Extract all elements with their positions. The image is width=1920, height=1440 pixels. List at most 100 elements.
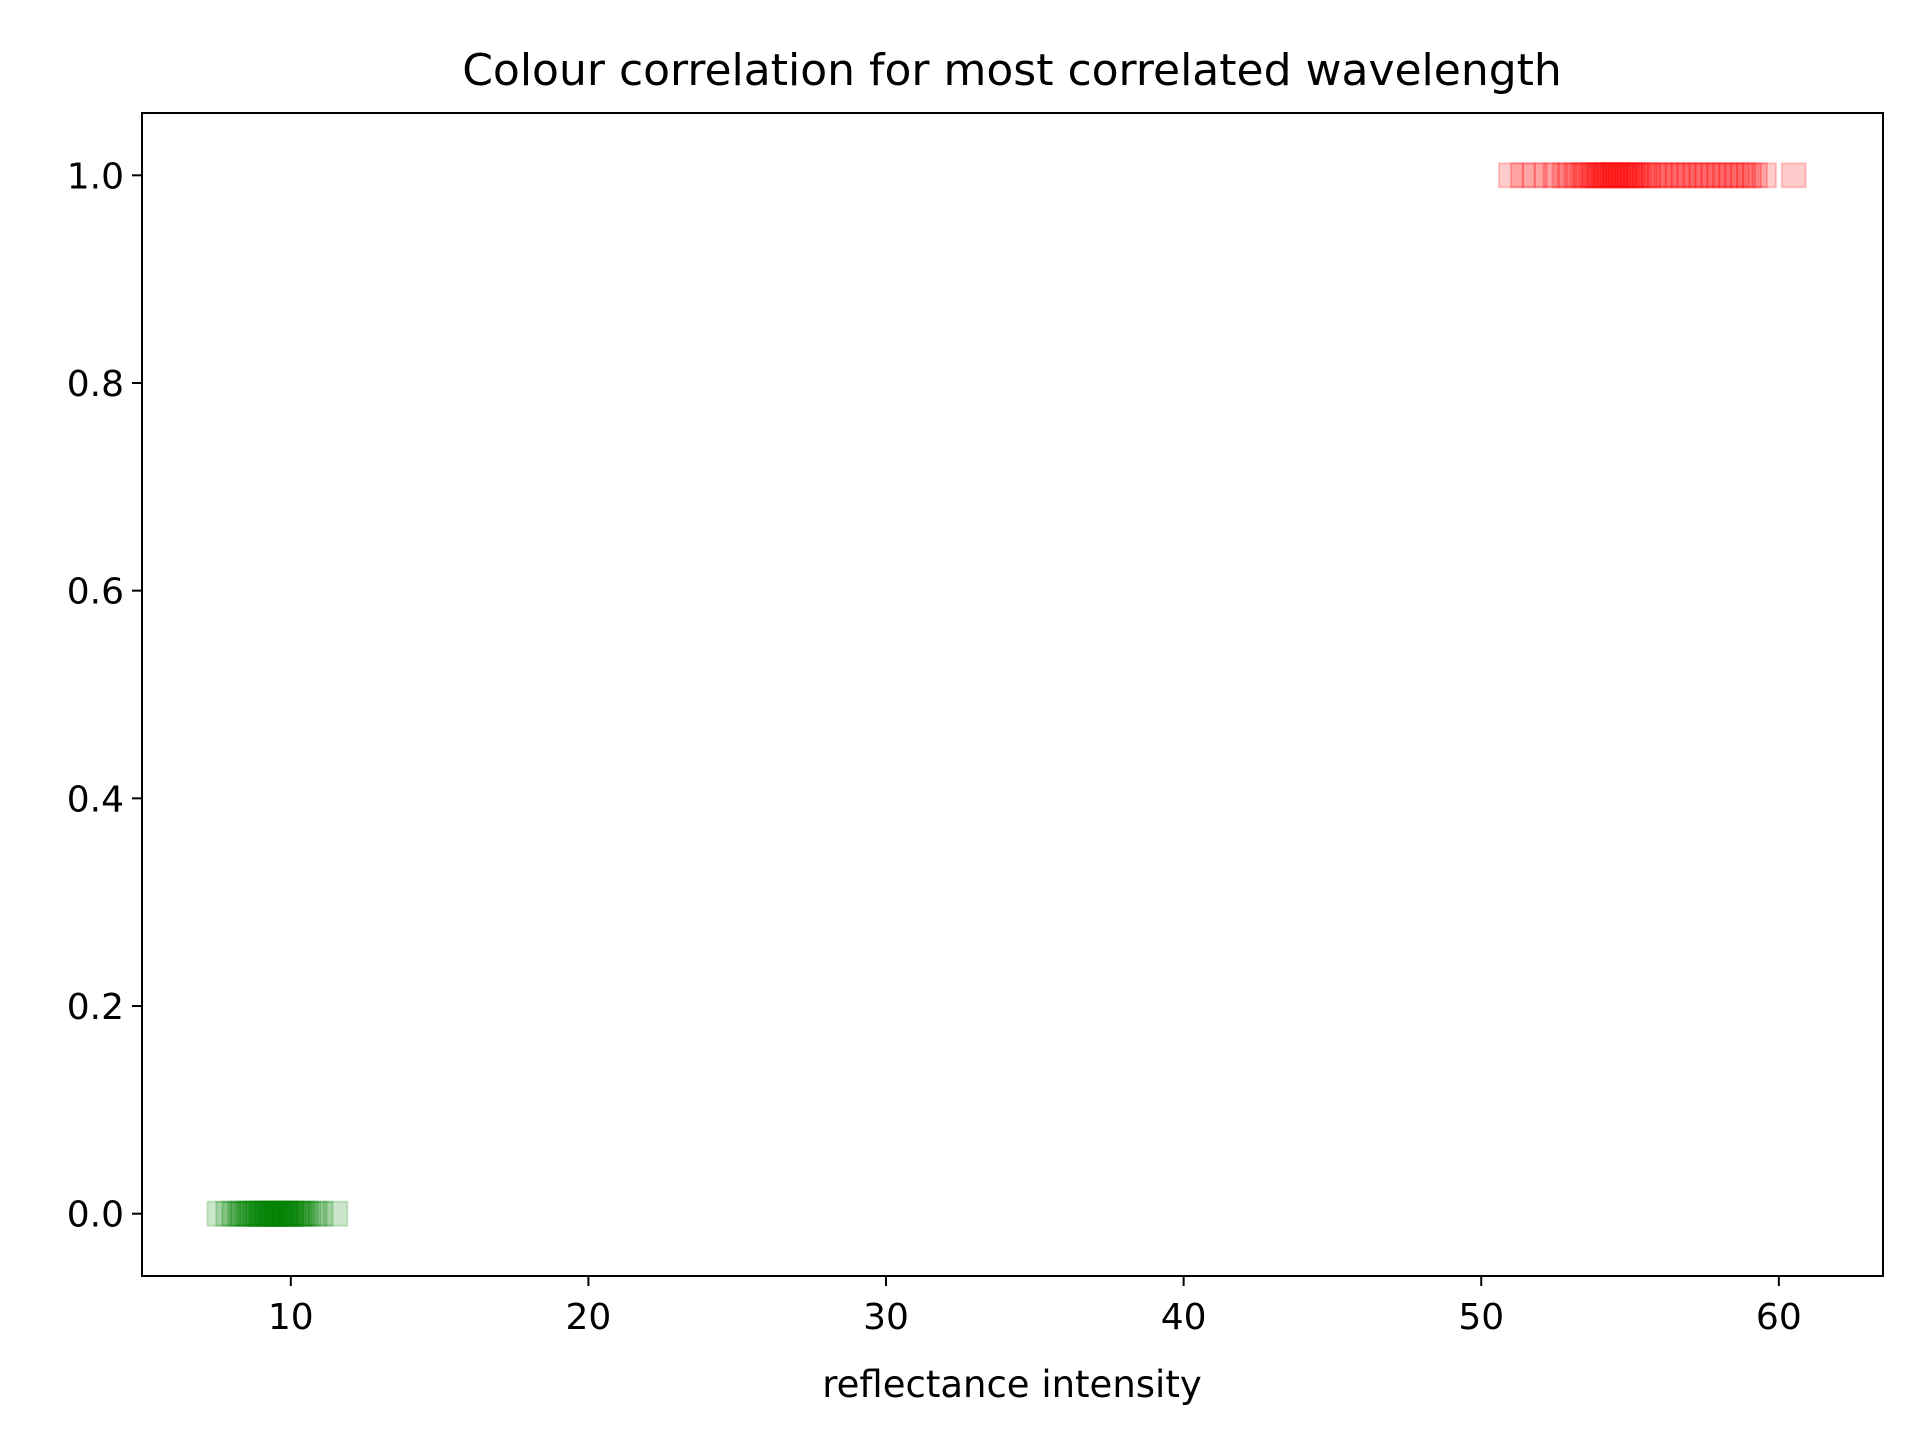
y-tick-label: 1.0 bbox=[67, 156, 124, 197]
data-point bbox=[268, 1200, 295, 1227]
data-point bbox=[1521, 162, 1548, 189]
data-point bbox=[1590, 162, 1617, 189]
x-tick-label: 40 bbox=[1161, 1297, 1207, 1338]
data-point bbox=[280, 1200, 307, 1227]
data-point bbox=[307, 1200, 334, 1227]
data-point bbox=[221, 1200, 248, 1227]
data-point bbox=[1670, 162, 1697, 189]
data-point bbox=[262, 1200, 289, 1227]
data-point bbox=[1599, 162, 1626, 189]
data-point bbox=[1620, 162, 1646, 189]
data-point bbox=[251, 1200, 277, 1227]
data-point bbox=[322, 1200, 349, 1227]
data-point bbox=[277, 1200, 304, 1227]
data-point bbox=[1605, 162, 1632, 189]
data-point bbox=[206, 1200, 233, 1227]
data-point bbox=[1542, 162, 1569, 189]
data-point bbox=[289, 1200, 316, 1227]
data-point bbox=[1593, 162, 1620, 189]
data-point bbox=[283, 1200, 310, 1227]
data-point bbox=[265, 1200, 292, 1227]
data-point bbox=[1646, 162, 1673, 189]
axis-ticks: 10 20 30 40 50 60 0.0 0.2 0.4 0.6 0.8 1.0 bbox=[67, 156, 1802, 1338]
data-point bbox=[1634, 162, 1661, 189]
data-point bbox=[295, 1200, 322, 1227]
data-point bbox=[286, 1200, 313, 1227]
data-point bbox=[254, 1200, 280, 1227]
data-point bbox=[274, 1200, 301, 1227]
data-point bbox=[1664, 162, 1691, 189]
data-point bbox=[1694, 162, 1721, 189]
data-point bbox=[1563, 162, 1590, 189]
chart-title: Colour correlation for most correlated w… bbox=[462, 45, 1562, 96]
data-point bbox=[1551, 162, 1578, 189]
data-point bbox=[1640, 162, 1667, 189]
data-point bbox=[239, 1200, 266, 1227]
data-point bbox=[1730, 162, 1757, 189]
data-point bbox=[1572, 162, 1599, 189]
data-point bbox=[1706, 162, 1733, 189]
data-point bbox=[1626, 162, 1652, 189]
data-point bbox=[233, 1200, 260, 1227]
data-point bbox=[1742, 162, 1768, 189]
data-point bbox=[1608, 162, 1635, 189]
x-tick-label: 10 bbox=[268, 1297, 314, 1338]
data-point bbox=[262, 1200, 289, 1227]
data-point bbox=[1509, 162, 1536, 189]
data-point bbox=[1584, 162, 1611, 189]
data-point bbox=[265, 1200, 292, 1227]
data-point bbox=[1631, 162, 1658, 189]
data-points bbox=[206, 162, 1807, 1227]
data-point bbox=[268, 1200, 295, 1227]
x-tick-label: 20 bbox=[566, 1297, 612, 1338]
data-point bbox=[1780, 162, 1807, 189]
data-point bbox=[271, 1200, 298, 1227]
data-point bbox=[1623, 162, 1649, 189]
data-point bbox=[1718, 162, 1745, 189]
y-tick-label: 0.4 bbox=[67, 779, 124, 820]
data-point bbox=[1611, 162, 1638, 189]
y-tick-label: 0.6 bbox=[67, 572, 124, 613]
data-point bbox=[1557, 162, 1584, 189]
data-point bbox=[1736, 162, 1763, 189]
x-tick-label: 50 bbox=[1458, 1297, 1504, 1338]
x-tick-label: 60 bbox=[1756, 1297, 1802, 1338]
plot-frame bbox=[141, 112, 1884, 1277]
data-point bbox=[1581, 162, 1608, 189]
data-point bbox=[1700, 162, 1727, 189]
data-point bbox=[248, 1200, 274, 1227]
data-point bbox=[1578, 162, 1605, 189]
data-point bbox=[1617, 162, 1643, 189]
data-point bbox=[301, 1200, 328, 1227]
plot-area bbox=[142, 113, 1883, 1276]
data-point bbox=[1676, 162, 1703, 189]
data-point bbox=[1652, 162, 1679, 189]
y-tick-label: 0.8 bbox=[67, 364, 124, 405]
data-point bbox=[242, 1200, 269, 1227]
data-point bbox=[248, 1200, 274, 1227]
data-point bbox=[259, 1200, 286, 1227]
data-point bbox=[1688, 162, 1715, 189]
data-point bbox=[1533, 162, 1560, 189]
data-point bbox=[1587, 162, 1614, 189]
data-point bbox=[292, 1200, 319, 1227]
data-point bbox=[215, 1200, 242, 1227]
y-tick-label: 0.2 bbox=[67, 987, 124, 1028]
data-point bbox=[254, 1200, 280, 1227]
data-point bbox=[1682, 162, 1709, 189]
data-point bbox=[1724, 162, 1751, 189]
data-point bbox=[259, 1200, 286, 1227]
data-point bbox=[230, 1200, 257, 1227]
data-point bbox=[277, 1200, 304, 1227]
data-point bbox=[271, 1200, 298, 1227]
data-point bbox=[1658, 162, 1685, 189]
data-point bbox=[1498, 162, 1524, 189]
x-axis-label: reflectance intensity bbox=[822, 1363, 1202, 1406]
y-tick-label: 0.0 bbox=[67, 1195, 124, 1236]
data-point bbox=[1602, 162, 1629, 189]
data-point bbox=[1596, 162, 1623, 189]
data-point bbox=[1569, 162, 1596, 189]
data-point bbox=[227, 1200, 254, 1227]
data-point bbox=[257, 1200, 283, 1227]
